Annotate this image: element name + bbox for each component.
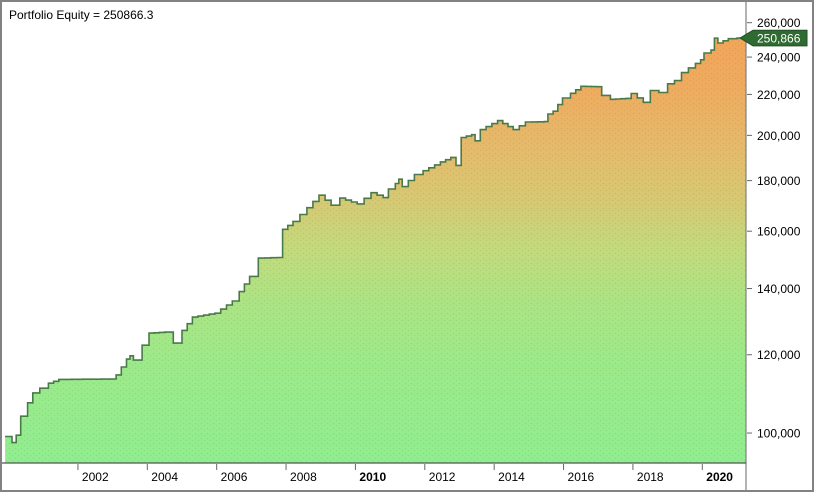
x-axis-tick-label: 2006	[221, 470, 248, 484]
y-axis-tick-label: 260,000	[757, 16, 801, 30]
equity-line	[5, 37, 746, 444]
y-axis-tick-label: 200,000	[757, 129, 801, 143]
portfolio-equity-label: Portfolio Equity = 250866.3	[9, 8, 154, 22]
x-axis-tick-label: 2004	[151, 470, 178, 484]
y-axis-tick-label: 120,000	[757, 348, 801, 362]
y-axis-tick-label: 100,000	[757, 427, 801, 441]
x-axis-tick-label: 2012	[429, 470, 456, 484]
x-axis-tick-label: 2008	[290, 470, 317, 484]
x-axis-tick-label: 2014	[498, 470, 525, 484]
x-axis-tick-label: 2010	[359, 470, 386, 484]
y-axis-tick-label: 140,000	[757, 282, 801, 296]
x-axis-tick-label: 2018	[637, 470, 664, 484]
y-axis-tick-label: 180,000	[757, 174, 801, 188]
y-axis-tick-label: 160,000	[757, 225, 801, 239]
x-axis-tick-label: 2020	[706, 470, 733, 484]
x-axis-tick-label: 2016	[568, 470, 595, 484]
y-axis-tick-label: 240,000	[757, 51, 801, 65]
current-value-badge-arrow	[739, 29, 808, 47]
x-axis-tick-label: 2002	[82, 470, 109, 484]
y-axis-tick-label: 220,000	[757, 88, 801, 102]
current-value-badge: 250,866	[739, 29, 808, 47]
equity-area-dither	[5, 38, 747, 463]
current-value-badge-label: 250,866	[757, 32, 801, 46]
